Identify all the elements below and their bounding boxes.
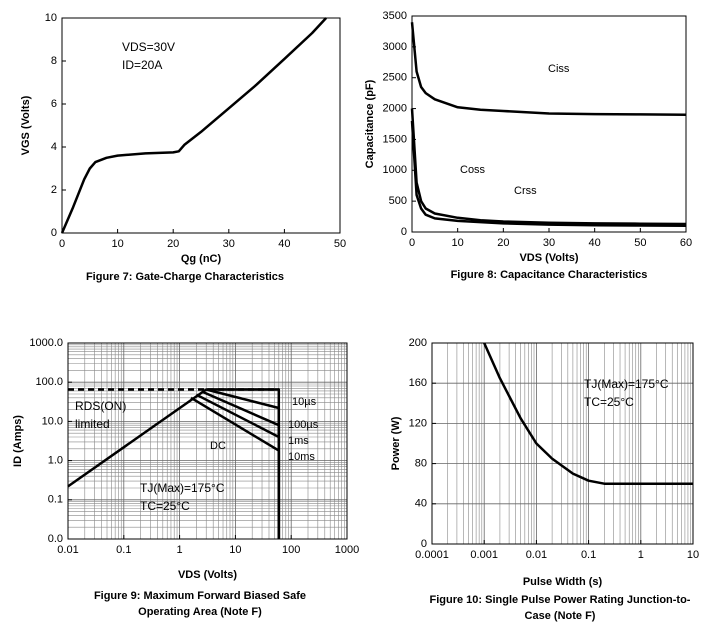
plot-area (68, 343, 347, 539)
y-tick-label: 120 (409, 417, 427, 429)
y-axis-label: VGS (Volts) (20, 95, 32, 155)
x-tick-label: 0.001 (470, 549, 498, 561)
y-tick-label: 1500 (383, 133, 407, 145)
x-tick-label: 0.1 (581, 549, 596, 561)
curve-label: 10ms (288, 451, 315, 463)
annotation: limited (75, 417, 110, 431)
y-tick-label: 0 (51, 227, 57, 239)
plot-area (412, 16, 686, 232)
x-tick-label: 60 (680, 237, 692, 249)
x-tick-label: 20 (167, 238, 179, 250)
y-tick-label: 40 (415, 498, 427, 510)
x-tick-label: 0.0001 (415, 549, 449, 561)
annotation: TJ(Max)=175°C (584, 377, 669, 391)
x-tick-label: 0.01 (526, 549, 547, 561)
figure-caption: Figure 10: Single Pulse Power Rating Jun… (430, 594, 691, 606)
annotation: TC=25°C (584, 395, 634, 409)
x-tick-label: 30 (223, 238, 235, 250)
y-tick-label: 500 (389, 195, 407, 207)
y-axis-label: Capacitance (pF) (364, 79, 376, 168)
y-tick-label: 3000 (383, 41, 407, 53)
curve-label: Ciss (548, 63, 570, 75)
curve (190, 396, 281, 539)
plot-frame (431, 342, 694, 545)
figure-caption: Figure 9: Maximum Forward Biased Safe (94, 590, 306, 602)
y-tick-label: 8 (51, 55, 57, 67)
x-tick-label: 0.1 (116, 544, 131, 556)
plot-frame (67, 342, 348, 540)
figure-caption: Figure 7: Gate-Charge Characteristics (86, 271, 284, 283)
y-tick-label: 200 (409, 337, 427, 349)
curve (67, 388, 207, 488)
x-axis-label: VDS (Volts) (178, 569, 237, 581)
x-tick-label: 40 (589, 237, 601, 249)
curve (410, 22, 687, 116)
annotation: RDS(ON) (75, 399, 126, 413)
x-tick-label: 10 (687, 549, 699, 561)
x-tick-label: 30 (543, 237, 555, 249)
y-tick-label: 6 (51, 98, 57, 110)
curve (483, 342, 693, 485)
figure-caption: Figure 8: Capacitance Characteristics (451, 269, 648, 281)
curve (60, 17, 328, 234)
x-tick-label: 0 (409, 237, 415, 249)
x-axis-label: Pulse Width (s) (523, 576, 603, 588)
curve-label: DC (210, 440, 226, 452)
annotation: VDS=30V (122, 40, 175, 54)
y-tick-label: 10 (45, 12, 57, 24)
annotation: ID=20A (122, 58, 162, 72)
plot-area (432, 343, 693, 544)
x-axis-label: VDS (Volts) (519, 252, 578, 264)
y-tick-label: 80 (415, 458, 427, 470)
x-tick-label: 10 (229, 544, 241, 556)
x-axis-label: Qg (nC) (181, 253, 222, 265)
annotation: TJ(Max)=175°C (140, 481, 225, 495)
curve-label: 10µs (292, 396, 317, 408)
y-tick-label: 100.0 (35, 376, 63, 388)
y-tick-label: 0.1 (48, 494, 63, 506)
x-tick-label: 0 (59, 238, 65, 250)
x-tick-label: 40 (278, 238, 290, 250)
y-tick-label: 2 (51, 184, 57, 196)
y-tick-label: 1000 (383, 164, 407, 176)
annotation: TC=25°C (140, 499, 190, 513)
x-tick-label: 10 (452, 237, 464, 249)
y-tick-label: 4 (51, 141, 57, 153)
x-tick-label: 50 (634, 237, 646, 249)
x-tick-label: 10 (111, 238, 123, 250)
x-tick-label: 1000 (335, 544, 359, 556)
figure-caption: Operating Area (Note F) (138, 606, 262, 618)
y-tick-label: 3500 (383, 10, 407, 22)
curve-label: 1ms (288, 435, 309, 447)
y-tick-label: 1000.0 (29, 337, 63, 349)
curve (410, 120, 687, 228)
y-tick-label: 10.0 (42, 415, 63, 427)
y-tick-label: 2000 (383, 102, 407, 114)
plot-frame (61, 17, 341, 234)
curve-label: 100µs (288, 419, 319, 431)
y-tick-label: 0 (401, 226, 407, 238)
x-tick-label: 1 (638, 549, 644, 561)
curve (410, 108, 687, 226)
y-tick-label: 0 (421, 538, 427, 550)
x-tick-label: 20 (497, 237, 509, 249)
figure-caption: Case (Note F) (525, 610, 596, 622)
x-tick-label: 50 (334, 238, 346, 250)
y-axis-label: Power (W) (390, 416, 402, 470)
y-tick-label: 1.0 (48, 455, 63, 467)
y-tick-label: 0.0 (48, 533, 63, 545)
curve-label: Coss (460, 164, 486, 176)
y-tick-label: 2500 (383, 72, 407, 84)
x-tick-label: 1 (177, 544, 183, 556)
y-tick-label: 160 (409, 377, 427, 389)
curve-label: Crss (514, 185, 537, 197)
y-axis-label: ID (Amps) (12, 415, 24, 467)
plot-area (62, 18, 340, 233)
x-tick-label: 0.01 (57, 544, 78, 556)
x-tick-label: 100 (282, 544, 300, 556)
